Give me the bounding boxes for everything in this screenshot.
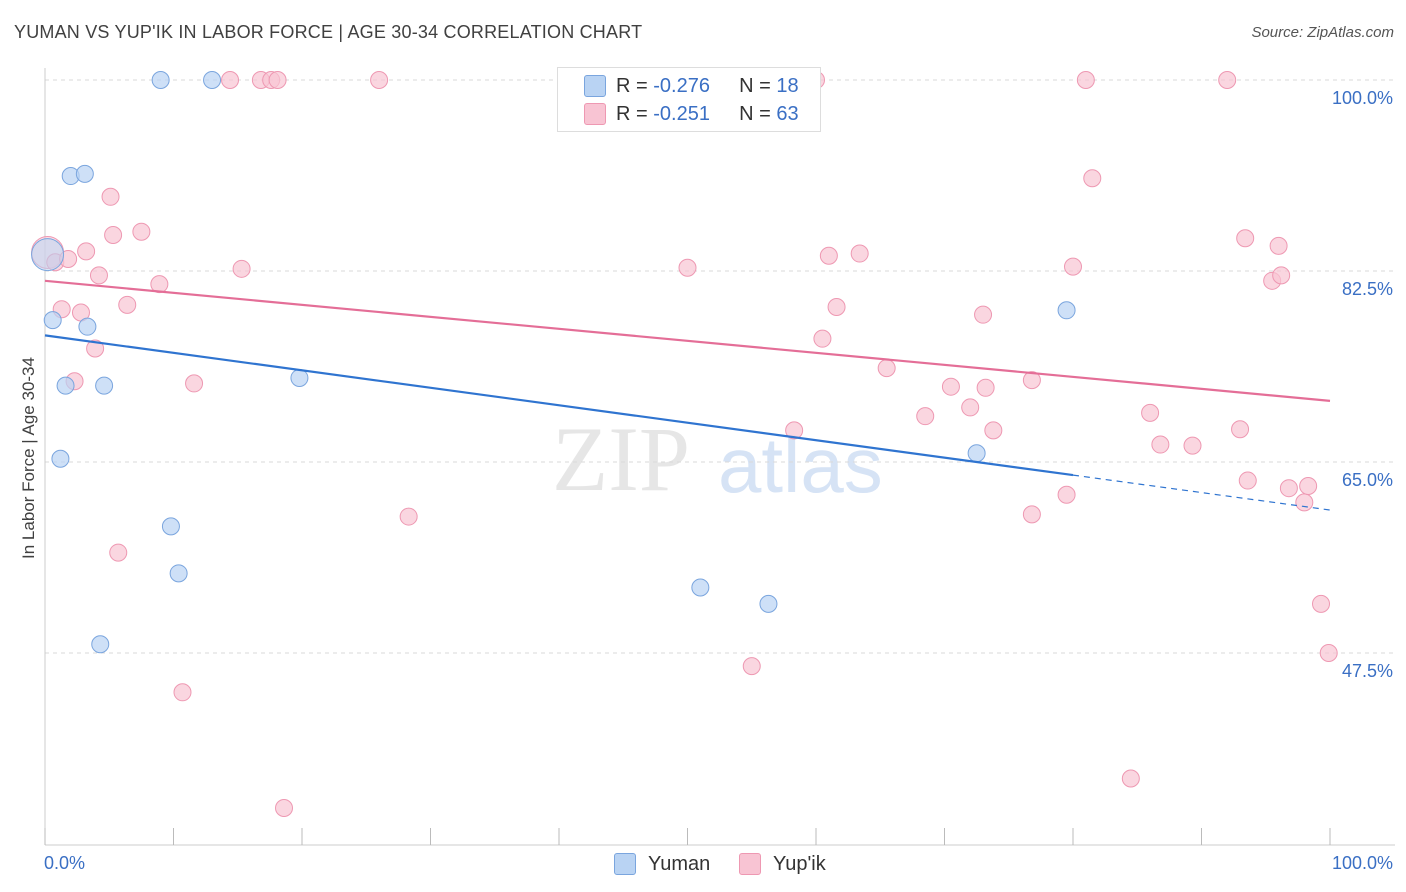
- yupik-r-label: R =: [616, 102, 654, 125]
- legend-item-yuman[interactable]: Yuman: [614, 851, 710, 877]
- yupik-point: [1121, 769, 1140, 788]
- yuman-point: [91, 635, 110, 654]
- yupik-point: [1272, 266, 1291, 285]
- y-tick-label: 100.0%: [1332, 88, 1393, 108]
- yuman-n-label: N =: [739, 74, 777, 97]
- yupik-point: [132, 222, 151, 241]
- yupik-point: [1236, 229, 1255, 248]
- yupik-point: [1295, 493, 1314, 512]
- yuman-point: [759, 594, 778, 613]
- yupik-trend-line: [44, 279, 1331, 402]
- y-axis-label: In Labor Force | Age 30-34: [19, 357, 38, 559]
- yupik-point: [221, 71, 240, 89]
- yupik-point: [101, 187, 120, 206]
- yupik-point: [86, 339, 105, 358]
- legend-yuman-label: Yuman: [648, 852, 711, 875]
- yupik-point: [1083, 169, 1102, 188]
- yupik-point: [1057, 485, 1076, 504]
- yupik-point: [399, 507, 418, 526]
- yupik-point: [1076, 71, 1095, 89]
- yuman-point: [31, 238, 65, 272]
- yupik-point: [678, 258, 697, 277]
- y-tick-label: 65.0%: [1342, 470, 1393, 490]
- x-tick-label: 0.0%: [44, 853, 85, 873]
- yupik-point: [984, 421, 1003, 440]
- yupik-point: [742, 657, 761, 676]
- yuman-point: [203, 71, 222, 89]
- legend-yupik-swatch: [739, 853, 761, 875]
- yupik-point: [89, 266, 108, 285]
- yupik-r-value: -0.251: [653, 102, 710, 125]
- yupik-point: [1238, 471, 1257, 490]
- yuman-point: [78, 317, 97, 336]
- yupik-point: [1141, 403, 1160, 422]
- yupik-point: [813, 329, 832, 348]
- yuman-point: [290, 368, 309, 387]
- yupik-point: [1022, 371, 1041, 390]
- yuman-point: [43, 311, 62, 330]
- yuman-trend-line: [44, 334, 1074, 477]
- yupik-point: [185, 374, 204, 393]
- yupik-point: [104, 225, 123, 244]
- yupik-point: [118, 295, 137, 314]
- yuman-point: [967, 444, 986, 463]
- yuman-point: [56, 376, 75, 395]
- yupik-point: [109, 543, 128, 562]
- watermark-zip: ZIP: [552, 408, 690, 510]
- x-tick-label: 100.0%: [1332, 853, 1393, 873]
- yuman-r-label: R =: [616, 74, 654, 97]
- yuman-point: [51, 449, 70, 468]
- yupik-point: [916, 407, 935, 426]
- legend-yupik-label: Yup'ik: [773, 852, 826, 875]
- yupik-n-label: N =: [739, 102, 777, 125]
- yuman-point: [169, 564, 188, 583]
- yupik-point: [1183, 436, 1202, 455]
- yupik-point: [827, 298, 846, 317]
- yuman-swatch: [584, 75, 606, 97]
- yupik-point: [1064, 257, 1082, 276]
- yupik-swatch: [584, 103, 606, 125]
- yupik-point: [77, 242, 96, 261]
- y-tick-label: 47.5%: [1342, 661, 1393, 681]
- yupik-point: [1231, 420, 1250, 439]
- legend-yuman-swatch: [614, 853, 636, 875]
- yupik-point: [275, 798, 294, 817]
- yupik-point: [819, 246, 838, 265]
- yuman-point: [691, 578, 710, 597]
- yupik-point: [1279, 479, 1298, 498]
- yupik-point: [941, 377, 960, 396]
- yuman-n-value: 18: [776, 74, 799, 97]
- yupik-point: [1269, 236, 1288, 255]
- yupik-point: [1319, 644, 1338, 662]
- chart-title: YUMAN VS YUP'IK IN LABOR FORCE | AGE 30-…: [14, 22, 643, 42]
- yupik-point: [976, 378, 995, 397]
- yupik-point: [961, 398, 980, 417]
- yupik-point: [1022, 505, 1041, 524]
- yupik-point: [850, 244, 869, 263]
- y-tick-label: 82.5%: [1342, 279, 1393, 299]
- yuman-point: [95, 376, 114, 395]
- yupik-point: [173, 683, 192, 702]
- stats-legend: R = -0.276 N = 18 R = -0.251 N = 63: [557, 67, 821, 132]
- yupik-point: [974, 305, 993, 324]
- yupik-point: [1299, 477, 1318, 496]
- yuman-r-value: -0.276: [653, 74, 710, 97]
- source-label: Source: ZipAtlas.com: [1251, 24, 1394, 41]
- yuman-point: [1057, 301, 1076, 320]
- yuman-point: [75, 164, 94, 183]
- yupik-point: [1312, 594, 1331, 613]
- yuman-point: [161, 517, 180, 536]
- legend-item-yupik[interactable]: Yup'ik: [739, 851, 826, 877]
- yupik-point: [1218, 71, 1237, 89]
- yupik-point: [785, 421, 804, 440]
- yupik-point: [268, 71, 287, 89]
- yupik-point: [877, 359, 896, 378]
- yupik-point: [370, 71, 389, 89]
- yupik-n-value: 63: [776, 102, 799, 125]
- yuman-point: [151, 71, 170, 89]
- yupik-point: [1151, 435, 1170, 454]
- yupik-point: [232, 259, 251, 278]
